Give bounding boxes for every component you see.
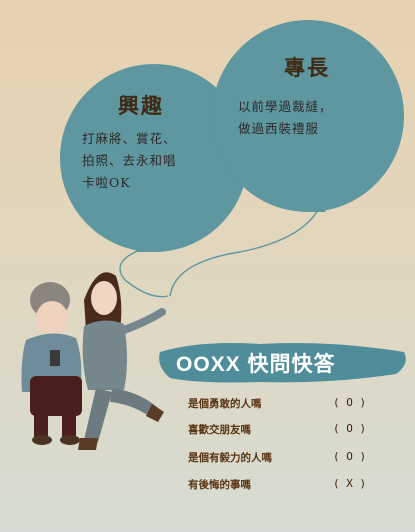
quiz-title: OOXX 快問快答 [176, 353, 336, 376]
skills-balloon [212, 20, 404, 212]
quiz-answer: ( X ) [333, 477, 367, 490]
quiz-question: 是個有毅力的人嗎 [188, 452, 272, 464]
skills-title: 專長 [284, 56, 330, 80]
hobbies-text-line: 卡啦OK [82, 175, 131, 190]
skills-text-line: 以前學過裁縫， [238, 99, 333, 114]
quiz-answer: ( O ) [333, 396, 367, 409]
hobbies-text: 打麻將、賞花、 拍照、去永和唱 卡啦OK [82, 128, 232, 194]
quiz-answer: ( O ) [333, 450, 367, 463]
quiz-item: 是個勇敢的人嗎 ( O ) [188, 396, 388, 416]
skills-text: 以前學過裁縫， 做過西裝禮服 [238, 96, 398, 140]
quiz-answer: ( O ) [333, 422, 367, 435]
grandmother-figure [21, 282, 82, 445]
hobbies-text-line: 打麻將、賞花、 [82, 131, 177, 146]
young-woman-figure [78, 272, 166, 450]
hobbies-text-line: 拍照、去永和唱 [82, 153, 177, 168]
hobbies-title: 興趣 [118, 94, 164, 118]
skills-text-line: 做過西裝禮服 [238, 121, 320, 136]
quiz-question: 有後悔的事嗎 [188, 479, 251, 491]
quiz-question: 是個勇敢的人嗎 [188, 398, 262, 410]
quiz-item: 是個有毅力的人嗎 ( O ) [188, 450, 388, 470]
quiz-item: 喜歡交朋友嗎 ( O ) [188, 422, 388, 442]
quiz-item: 有後悔的事嗎 ( X ) [188, 477, 388, 497]
quiz-question: 喜歡交朋友嗎 [188, 424, 251, 436]
